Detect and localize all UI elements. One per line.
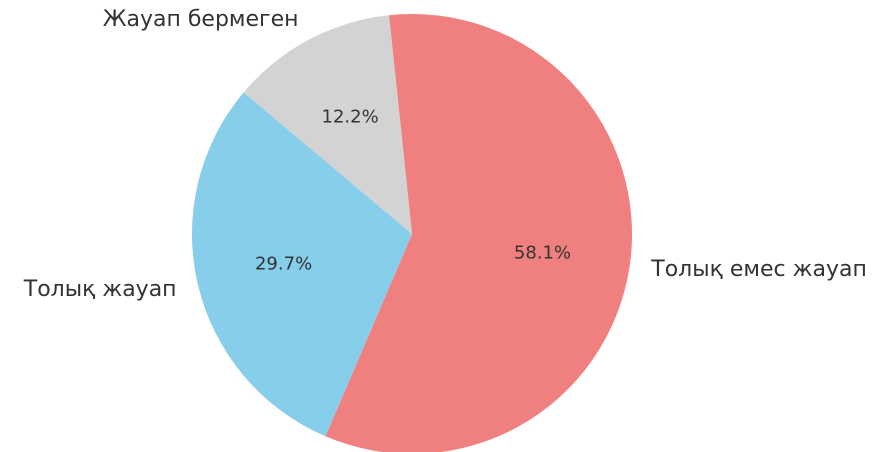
pie-slice xyxy=(191,92,412,437)
percent-label: 12.2% xyxy=(322,106,379,127)
slice-label: Толық жауап xyxy=(23,277,177,302)
pie-slice xyxy=(243,15,412,234)
pie-slice xyxy=(325,14,632,452)
percent-label: 58.1% xyxy=(514,243,571,264)
percent-label: 29.7% xyxy=(255,254,312,275)
slice-label: Жауап бермеген xyxy=(103,7,299,32)
slice-label: Толық емес жауап xyxy=(650,257,867,282)
